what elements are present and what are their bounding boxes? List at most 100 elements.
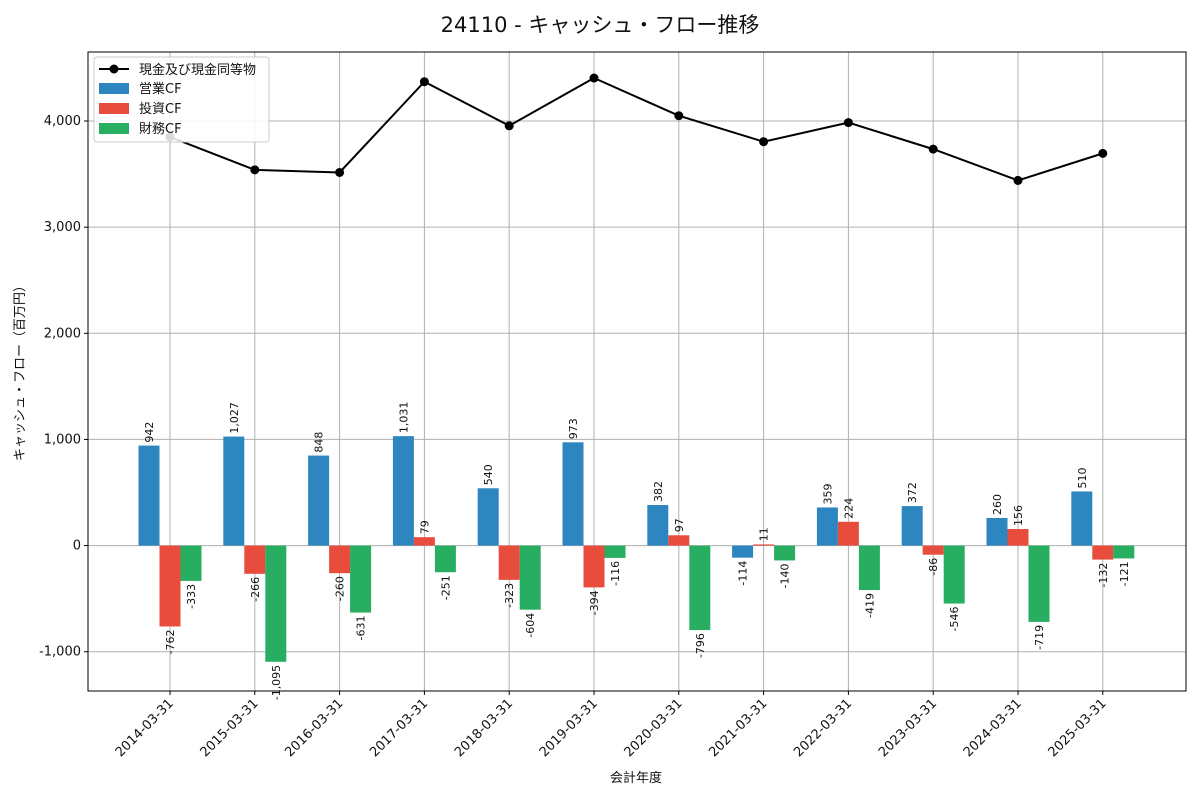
bar-value-label: -132 — [1097, 563, 1110, 588]
y-tick-label: 1,000 — [44, 432, 81, 447]
bar — [732, 545, 754, 558]
bar-value-label: 156 — [1012, 505, 1025, 526]
bar — [986, 517, 1008, 546]
x-tick-label: 2018-03-31 — [452, 696, 516, 760]
bar — [943, 545, 965, 604]
bar — [350, 545, 372, 613]
x-tick-label: 2021-03-31 — [706, 696, 770, 760]
plot-bars — [138, 436, 1135, 662]
bar — [223, 436, 245, 546]
chart-title: 24110 - キャッシュ・フロー推移 — [441, 13, 760, 37]
bar-value-label: 848 — [313, 432, 326, 453]
plot-line — [165, 73, 1108, 185]
bar — [858, 545, 880, 591]
bar — [837, 521, 859, 546]
bar — [265, 545, 287, 662]
bar-value-label: -419 — [863, 593, 876, 618]
cash-point — [1013, 175, 1023, 185]
bar-value-label: 97 — [673, 518, 686, 532]
bar-value-label: -116 — [609, 561, 622, 586]
bar-value-label: -323 — [503, 583, 516, 608]
bar-value-label: 359 — [821, 483, 834, 504]
legend: 現金及び現金同等物 営業CF 投資CF 財務CF — [93, 56, 270, 143]
bar — [668, 535, 690, 546]
bar — [1092, 545, 1114, 560]
bar-value-label: 260 — [991, 494, 1004, 515]
cash-point — [759, 137, 769, 147]
cash-point — [419, 77, 429, 87]
bar — [647, 505, 669, 546]
cash-point — [928, 144, 938, 154]
bar-value-label: 942 — [143, 422, 156, 443]
bar — [583, 545, 605, 588]
bar — [244, 545, 266, 574]
bar-value-label: 1,027 — [228, 402, 241, 434]
bar — [774, 545, 796, 561]
bar-value-label: -719 — [1033, 625, 1046, 650]
x-tick-label: 2025-03-31 — [1046, 696, 1110, 760]
legend-label-cash: 現金及び現金同等物 — [139, 62, 256, 78]
bar-value-label: 224 — [842, 498, 855, 519]
bar — [816, 507, 838, 546]
plot-grid — [88, 52, 1186, 691]
bar-value-label: -762 — [164, 629, 177, 654]
bar-value-label: -394 — [588, 590, 601, 615]
bar-value-label: 11 — [758, 527, 771, 541]
cash-point — [674, 111, 684, 121]
bar — [1007, 529, 1029, 546]
bar — [498, 545, 520, 580]
bar — [413, 537, 435, 546]
bar — [689, 545, 711, 631]
legend-swatch-operating — [99, 83, 129, 94]
bar-value-label: 372 — [906, 482, 919, 503]
bar — [1071, 491, 1093, 546]
legend-label-financing: 財務CF — [139, 122, 182, 137]
x-tick-label: 2024-03-31 — [961, 696, 1025, 760]
cash-line — [169, 76, 1104, 182]
x-tick-label: 2020-03-31 — [622, 696, 686, 760]
x-tick-label: 2016-03-31 — [282, 696, 346, 760]
plot-frame — [87, 51, 1187, 692]
bar-value-label: 79 — [418, 520, 431, 534]
bar — [562, 442, 584, 546]
bar-value-label: 1,031 — [397, 402, 410, 434]
bar — [180, 545, 202, 581]
cash-point — [250, 165, 260, 175]
bar-value-label: -1,095 — [270, 665, 283, 700]
cash-point — [589, 73, 599, 83]
bar-value-label: -251 — [439, 575, 452, 600]
bar-value-label: -114 — [737, 561, 750, 586]
bar-value-label: 510 — [1076, 467, 1089, 488]
bar-value-label: 540 — [482, 464, 495, 485]
y-axis-label: キャッシュ・フロー（百万円） — [13, 279, 28, 461]
x-tick-label: 2023-03-31 — [876, 696, 940, 760]
bar — [138, 445, 160, 546]
bar — [519, 545, 541, 610]
x-tick-label: 2022-03-31 — [791, 696, 855, 760]
x-tick-label: 2015-03-31 — [198, 696, 262, 760]
bar-value-label: -333 — [185, 584, 198, 609]
bar-value-label: -266 — [249, 577, 262, 602]
legend-swatch-financing — [99, 123, 129, 134]
x-tick-label: 2017-03-31 — [367, 696, 431, 760]
bar — [392, 436, 414, 546]
bar-value-label: 382 — [652, 481, 665, 502]
bar-value-label: -796 — [694, 633, 707, 658]
bar — [1113, 545, 1135, 559]
bar — [753, 544, 775, 546]
plot-labels: 942 1,027 848 1,031 540 973 382 -114 359 372 260 51… — [143, 402, 1131, 701]
cash-point — [843, 118, 853, 128]
y-tick-label: -1,000 — [39, 645, 81, 660]
bar-value-label: -260 — [334, 576, 347, 601]
bar-value-label: -546 — [948, 607, 961, 632]
bar — [159, 545, 181, 627]
y-tick-label: 3,000 — [44, 220, 81, 235]
legend-line-dot — [109, 64, 119, 74]
legend-label-investing: 投資CF — [139, 101, 182, 117]
legend-label-operating: 営業CF — [139, 81, 182, 97]
cash-point — [1098, 148, 1108, 158]
bar — [922, 545, 944, 555]
bar — [308, 455, 330, 546]
legend-swatch-investing — [99, 103, 129, 114]
bar-value-label: -86 — [927, 558, 940, 576]
